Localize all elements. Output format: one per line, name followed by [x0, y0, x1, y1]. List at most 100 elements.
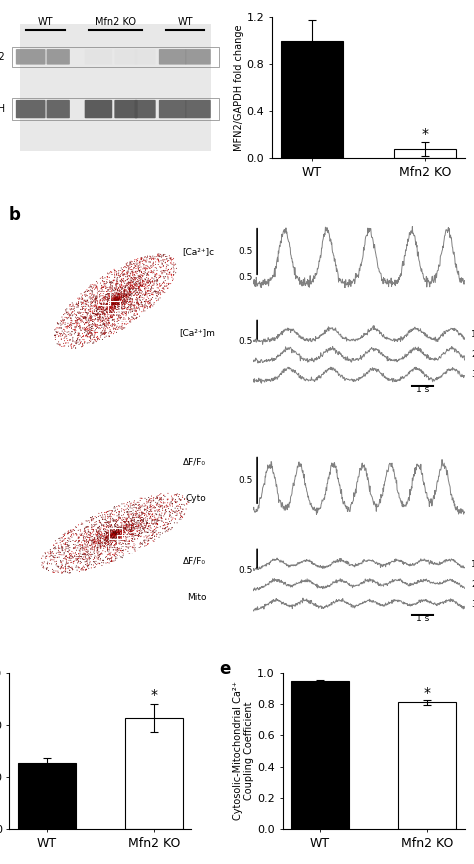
Point	[126, 522, 134, 536]
Text: 1: 1	[90, 306, 95, 312]
Point	[104, 556, 111, 569]
Point	[109, 308, 117, 322]
Point	[88, 513, 95, 527]
Point	[115, 281, 123, 295]
Point	[106, 300, 114, 314]
Point	[65, 309, 73, 323]
Point	[104, 297, 112, 311]
Point	[159, 253, 166, 267]
Point	[128, 519, 135, 533]
Point	[112, 543, 120, 557]
Point	[44, 557, 51, 571]
Point	[124, 276, 132, 289]
Point	[111, 294, 119, 308]
Point	[127, 291, 134, 305]
Point	[99, 294, 107, 308]
Point	[157, 254, 165, 268]
Point	[55, 540, 62, 554]
Point	[82, 303, 89, 317]
Point	[137, 511, 145, 524]
Point	[97, 531, 104, 545]
Point	[74, 335, 82, 349]
Point	[132, 259, 140, 273]
Point	[131, 286, 139, 300]
Point	[67, 551, 75, 565]
Point	[123, 518, 130, 531]
Point	[82, 289, 90, 303]
Point	[129, 518, 137, 532]
Point	[117, 522, 124, 536]
Point	[128, 522, 136, 536]
Point	[147, 251, 155, 264]
Point	[62, 540, 70, 554]
Point	[111, 526, 119, 540]
Point	[108, 296, 116, 310]
Point	[75, 328, 82, 342]
Point	[109, 530, 117, 543]
Point	[130, 289, 138, 302]
Point	[117, 301, 125, 314]
Point	[153, 270, 160, 284]
Point	[119, 291, 127, 305]
Point	[111, 524, 119, 538]
Point	[86, 279, 94, 293]
Point	[108, 554, 115, 568]
Point	[114, 303, 122, 317]
Point	[91, 328, 99, 342]
FancyBboxPatch shape	[159, 49, 186, 65]
Point	[146, 295, 154, 309]
Point	[113, 265, 120, 279]
Point	[99, 270, 107, 283]
Point	[102, 299, 110, 313]
Point	[105, 306, 113, 320]
Point	[183, 492, 191, 506]
Point	[50, 538, 58, 552]
Point	[108, 528, 116, 542]
Point	[112, 296, 119, 310]
Point	[120, 285, 128, 299]
Point	[140, 260, 148, 274]
Point	[49, 565, 56, 579]
Point	[101, 532, 109, 546]
Point	[110, 529, 118, 543]
Point	[91, 531, 98, 545]
Point	[101, 293, 109, 307]
Point	[130, 495, 137, 509]
Point	[118, 524, 126, 538]
Point	[99, 333, 106, 346]
Point	[64, 525, 72, 539]
Point	[170, 268, 178, 282]
Point	[155, 286, 163, 300]
Point	[98, 302, 106, 315]
Point	[156, 525, 164, 539]
Point	[128, 523, 136, 537]
Point	[116, 310, 123, 324]
Point	[151, 515, 158, 529]
Point	[90, 528, 98, 542]
Point	[60, 546, 68, 560]
Point	[136, 282, 144, 295]
Point	[115, 314, 123, 327]
Point	[155, 283, 163, 297]
Point	[135, 514, 143, 528]
Point	[112, 527, 119, 541]
Point	[132, 277, 140, 291]
Point	[144, 537, 152, 551]
Point	[109, 281, 116, 295]
Point	[156, 277, 164, 291]
Point	[95, 533, 102, 547]
Point	[107, 302, 115, 315]
Point	[128, 264, 136, 278]
Point	[125, 537, 132, 550]
Point	[113, 321, 120, 334]
Point	[47, 552, 55, 566]
Point	[97, 312, 105, 326]
Point	[41, 546, 49, 560]
Point	[139, 278, 146, 292]
Point	[158, 496, 165, 510]
Point	[70, 528, 78, 542]
Point	[48, 553, 56, 567]
Point	[104, 284, 112, 298]
Point	[128, 524, 136, 538]
Point	[107, 295, 115, 309]
